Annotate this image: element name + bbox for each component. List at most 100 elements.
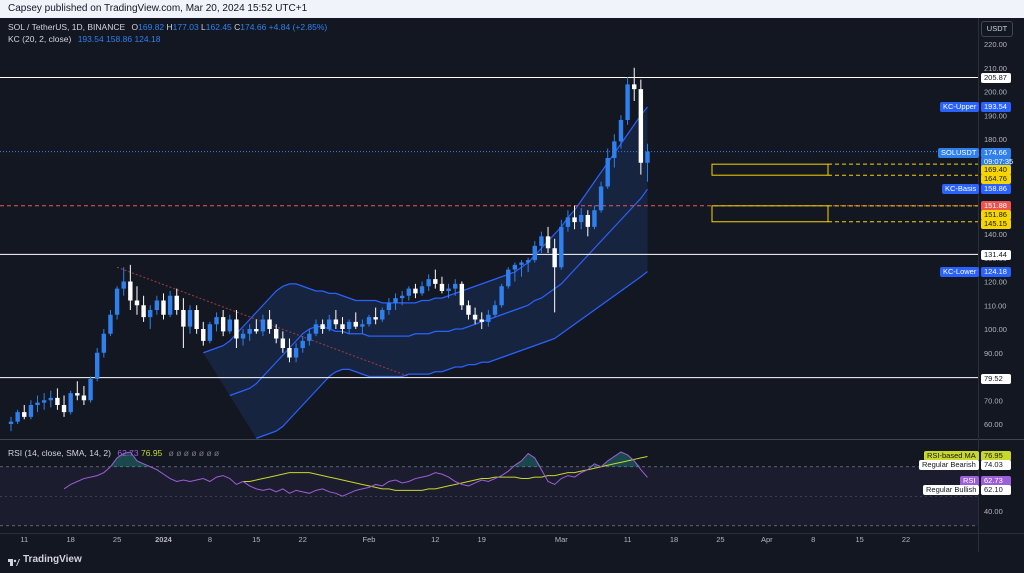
candle-body [88, 378, 93, 401]
rsi-overbought-fill [627, 454, 635, 467]
candle-body [121, 281, 126, 289]
price-scale-label: 158.86 [981, 184, 1011, 194]
candle-body [565, 217, 571, 227]
candle-body [353, 321, 358, 327]
candle-body [214, 317, 219, 325]
chart-canvas[interactable]: 220.00210.00200.00190.00180.00140.00130.… [0, 0, 1024, 552]
candle-body [307, 333, 312, 341]
high-label: H [166, 22, 173, 32]
rsi-overbought-fill [587, 463, 595, 467]
candle-body [154, 300, 160, 310]
candle-body [413, 288, 418, 294]
price-axis-tick: 110.00 [984, 301, 1006, 310]
candle-body [439, 283, 445, 291]
candle-body [525, 260, 531, 263]
candle-body [399, 295, 405, 299]
candle-body [459, 283, 465, 306]
price-axis-tick: 90.00 [984, 349, 1003, 358]
candle-body [55, 397, 60, 405]
candle-body [499, 286, 504, 306]
candle-body [300, 340, 305, 348]
candle-body [35, 402, 40, 405]
candle-body [167, 295, 173, 315]
high-value: 177.03 [172, 22, 199, 32]
candle-body [201, 329, 206, 341]
price-label-tag: KC-Lower [940, 267, 980, 277]
price-scale-label: 205.87 [981, 73, 1011, 83]
candle-body [267, 319, 272, 329]
candle-body [506, 269, 511, 287]
candle-body [545, 236, 551, 249]
candle-body [161, 300, 166, 315]
symbol-legend: SOL / TetherUS, 1D, BINANCE O169.82 H177… [8, 22, 327, 32]
price-axis-tick: 180.00 [984, 135, 1007, 144]
candle-body [148, 310, 153, 318]
candle-body [128, 281, 133, 301]
kc-legend[interactable]: KC (20, 2, close) 193.54 158.86 124.18 [8, 34, 160, 44]
time-axis-tick: 11 [624, 535, 632, 544]
candle-body [612, 141, 617, 158]
candle-body [274, 329, 279, 339]
candle-body [638, 89, 644, 163]
currency-button[interactable]: USDT [981, 21, 1013, 37]
candle-body [585, 215, 591, 227]
candle-body [373, 317, 378, 320]
candle-body [552, 248, 557, 268]
time-axis-tick: Apr [761, 535, 773, 544]
publish-text: Capsey published on TradingView.com, Mar… [8, 3, 308, 14]
candle-body [240, 333, 246, 339]
kc-upper-line [203, 106, 648, 354]
tradingview-brand: TradingView [23, 554, 82, 565]
candle-body [519, 262, 524, 265]
kc-label: KC (20, 2, close) [8, 34, 72, 44]
publish-header: Capsey published on TradingView.com, Mar… [0, 0, 1024, 18]
open-label: O [131, 22, 139, 32]
price-scale-label: 174.66 [981, 148, 1011, 158]
time-axis-tick: Mar [555, 535, 568, 544]
candle-body [28, 405, 34, 417]
time-axis-tick: 12 [431, 535, 439, 544]
time-axis-tick: 19 [478, 535, 486, 544]
candle-body [380, 310, 385, 320]
candle-body [194, 310, 199, 329]
candle-body [207, 324, 213, 341]
candle-body [101, 333, 107, 353]
open-value: 169.82 [138, 22, 165, 32]
symbol-name[interactable]: SOL / TetherUS, 1D, BINANCE [8, 22, 126, 32]
kc-lower-value: 124.18 [134, 34, 161, 44]
candle-body [227, 319, 232, 332]
candle-body [393, 298, 398, 303]
rsi-value: 62.73 [117, 448, 139, 458]
candle-body [181, 310, 186, 327]
rsi-ma-value: 76.95 [141, 448, 163, 458]
candle-body [618, 120, 624, 142]
price-label-tag: KC-Basis [942, 184, 980, 194]
candle-body [433, 279, 438, 284]
time-axis-tick: 15 [855, 535, 863, 544]
rsi-legend[interactable]: RSI (14, close, SMA, 14, 2) 62.73 76.95 … [8, 448, 219, 458]
price-pane-bg [0, 18, 978, 438]
rsi-label-tag: Regular Bullish [923, 485, 980, 495]
price-axis-tick: 220.00 [984, 40, 1007, 49]
price-label-tag: SOLUSDT [938, 148, 980, 158]
close-value: 174.66 [240, 22, 267, 32]
candle-body [539, 236, 544, 246]
candle-body [419, 286, 425, 294]
candle-body [625, 84, 630, 120]
time-axis-tick: 25 [113, 535, 121, 544]
candle-body [234, 319, 239, 339]
price-label-tag: KC-Upper [940, 102, 980, 112]
price-axis-tick: 210.00 [984, 64, 1007, 73]
candle-body [141, 305, 146, 318]
kc-channel-fill [203, 106, 648, 439]
candle-body [48, 397, 53, 401]
rsi-overbought-fill [620, 452, 628, 467]
candle-body [406, 288, 411, 296]
candle-body [187, 310, 193, 327]
candle-body [645, 151, 650, 163]
candle-body [466, 305, 471, 315]
candle-body [15, 412, 20, 422]
rsi-empty-marks: ø ø ø ø ø ø ø [168, 448, 220, 458]
candle-body [453, 283, 458, 289]
candle-body [75, 393, 80, 396]
